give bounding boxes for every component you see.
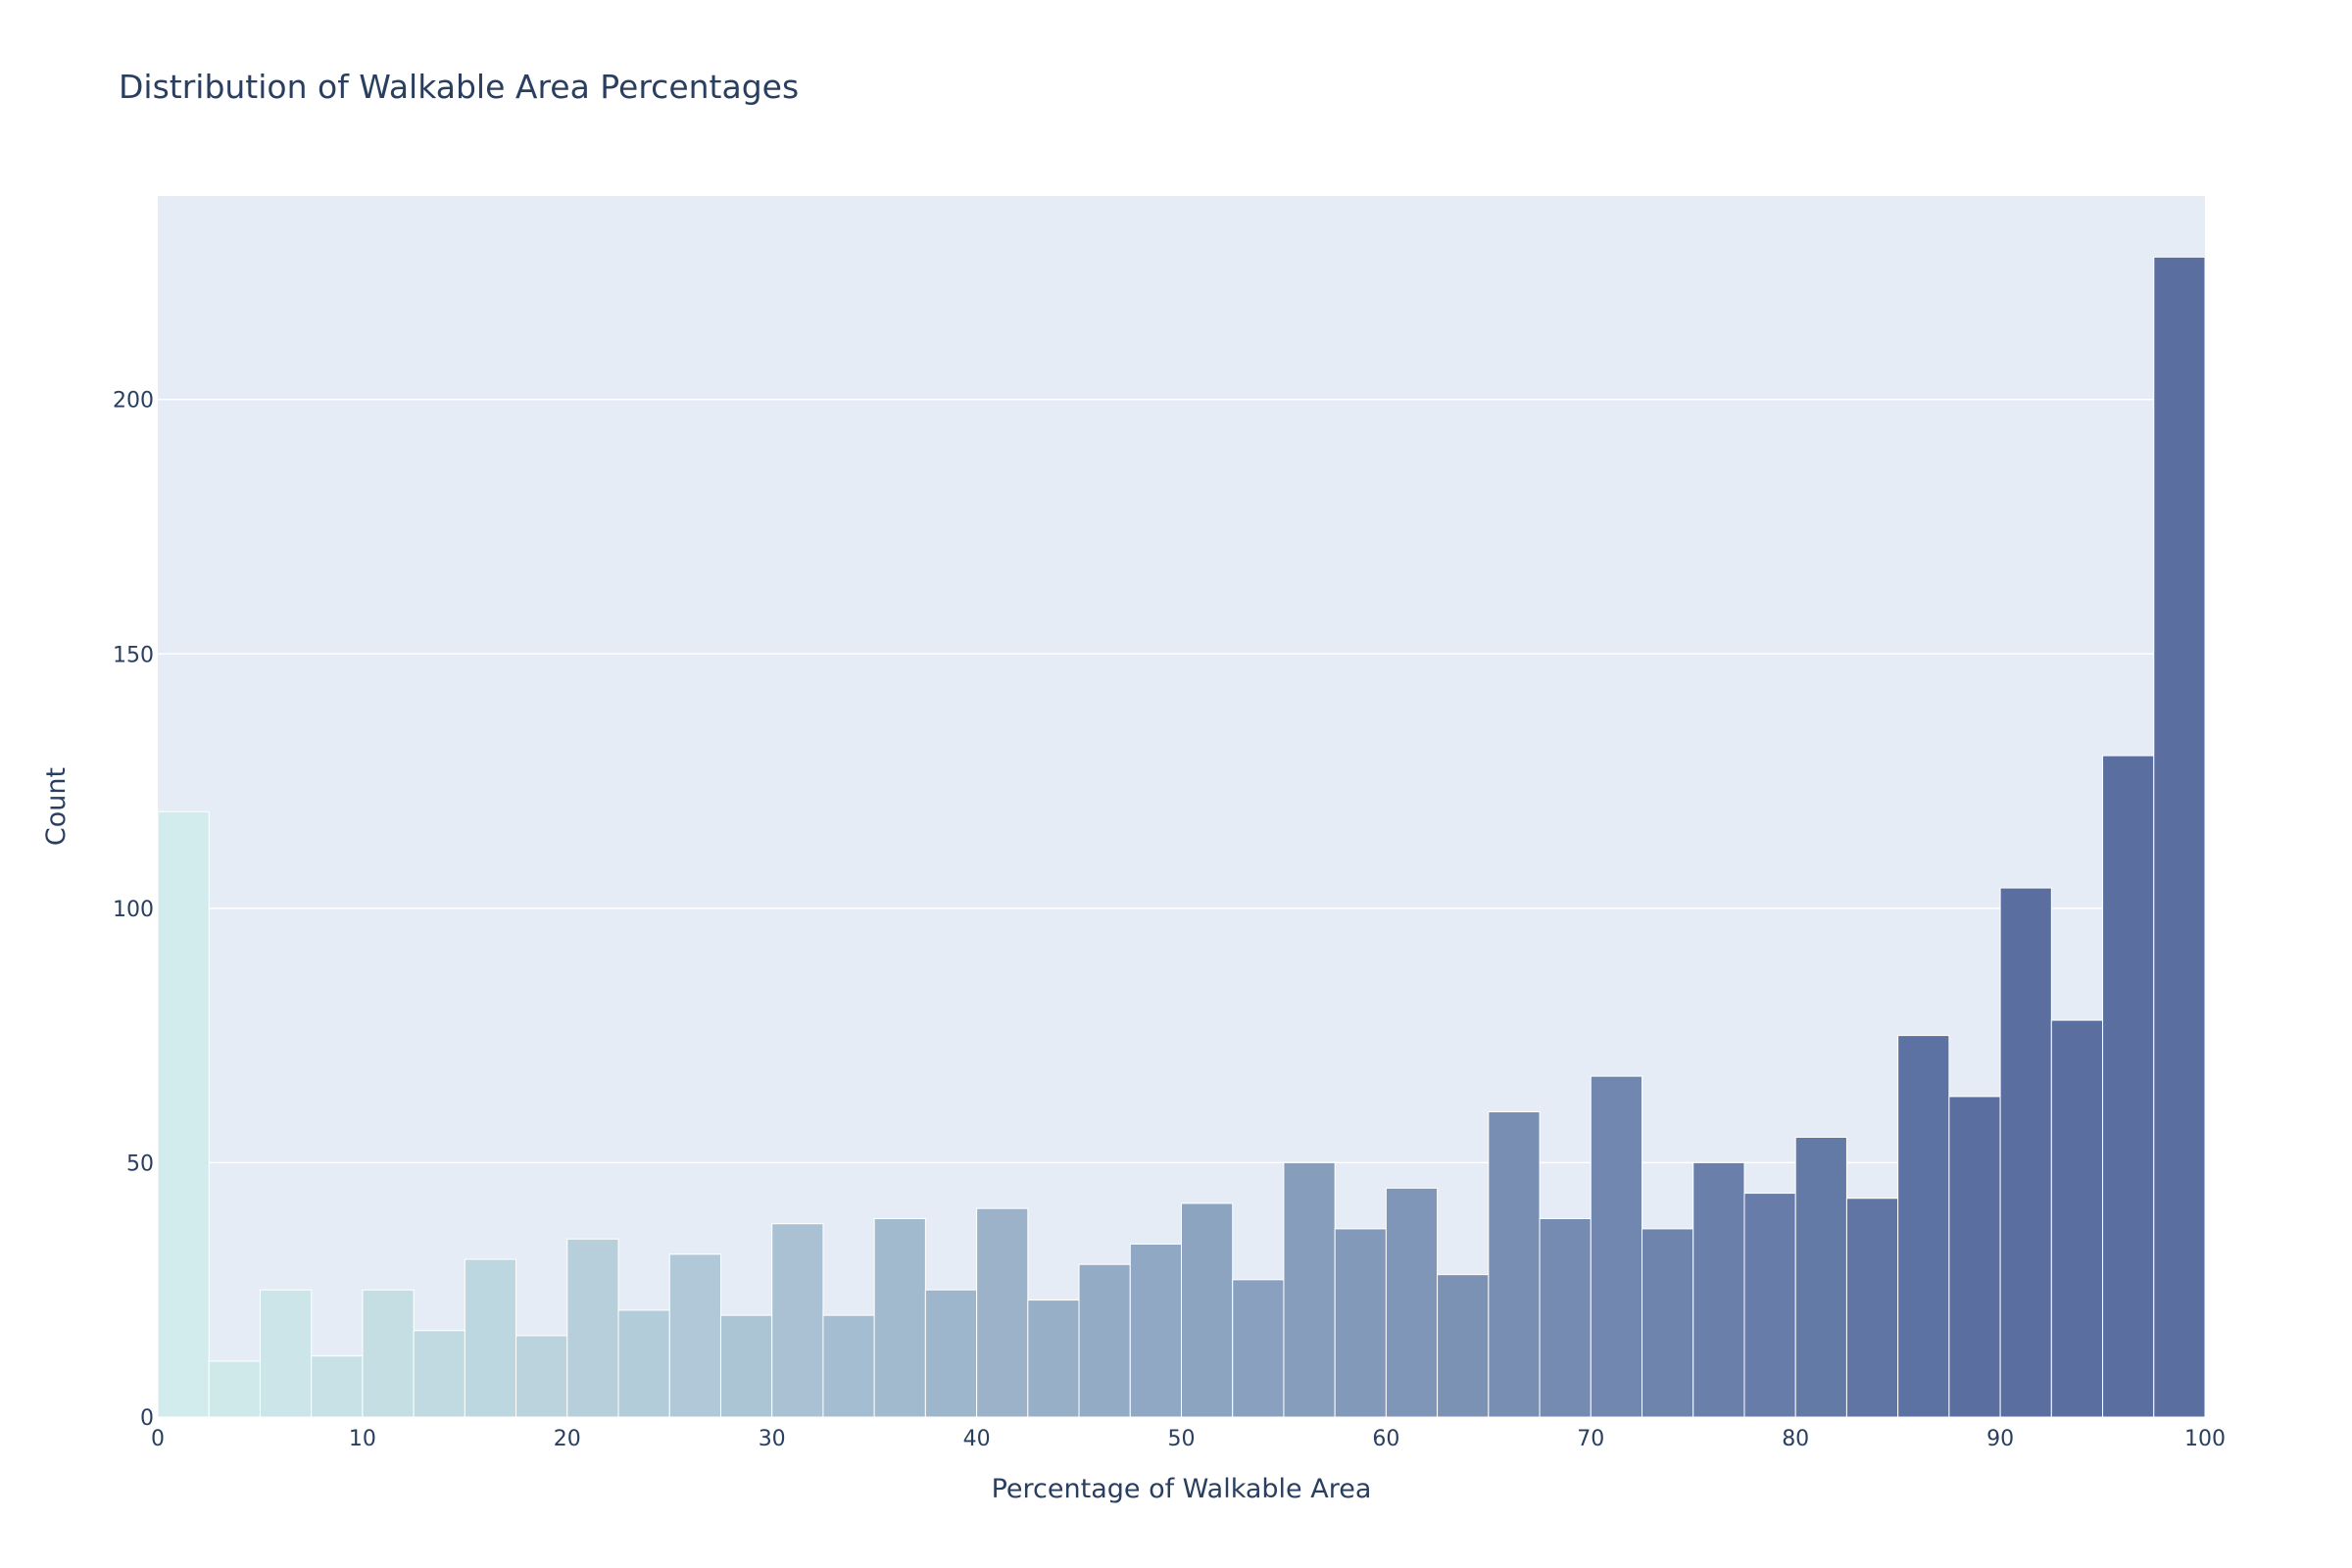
histogram-bar bbox=[1794, 1136, 1847, 1418]
bars bbox=[157, 256, 2206, 1418]
histogram-bar bbox=[1948, 1096, 2001, 1418]
histogram-bar bbox=[1437, 1274, 1490, 1418]
y-tick-label: 50 bbox=[126, 1152, 154, 1176]
histogram-bar bbox=[617, 1309, 670, 1418]
y-tick-label: 0 bbox=[140, 1406, 154, 1431]
histogram-bar bbox=[719, 1314, 773, 1418]
y-tick-label: 100 bbox=[113, 898, 154, 922]
x-tick-label: 70 bbox=[1577, 1427, 1604, 1451]
histogram-bar bbox=[873, 1218, 926, 1418]
y-axis-ticks: 0 50 100 150 200 bbox=[113, 389, 154, 1431]
x-axis-label: Percentage of Walkable Area bbox=[992, 1474, 1372, 1504]
histogram-bar bbox=[208, 1360, 261, 1418]
histogram-bar bbox=[311, 1355, 364, 1418]
histogram-bar bbox=[1590, 1075, 1643, 1418]
x-tick-label: 20 bbox=[554, 1427, 581, 1451]
histogram-bar bbox=[1334, 1228, 1387, 1418]
histogram-bar bbox=[1078, 1263, 1131, 1418]
histogram-bar bbox=[566, 1238, 619, 1418]
histogram-bar bbox=[924, 1289, 978, 1418]
histogram-bar bbox=[1897, 1035, 1950, 1418]
histogram-bar bbox=[2050, 1019, 2104, 1418]
histogram-bar bbox=[413, 1330, 466, 1418]
histogram-bar bbox=[1642, 1228, 1694, 1418]
y-tick-label: 150 bbox=[113, 643, 154, 667]
histogram-bar bbox=[2102, 755, 2155, 1418]
x-tick-label: 100 bbox=[2184, 1427, 2226, 1451]
histogram-bar bbox=[259, 1289, 313, 1418]
histogram-bar bbox=[1999, 887, 2052, 1418]
histogram-bar bbox=[1488, 1111, 1541, 1418]
histogram-bar bbox=[822, 1314, 875, 1418]
histogram-bar bbox=[1385, 1187, 1439, 1418]
histogram-bar bbox=[771, 1223, 824, 1418]
x-tick-label: 10 bbox=[349, 1427, 376, 1451]
histogram-bar bbox=[2153, 256, 2206, 1418]
histogram-bar bbox=[1181, 1202, 1234, 1418]
histogram-bar bbox=[157, 810, 210, 1418]
gridlines bbox=[158, 398, 2205, 1164]
histogram-bar bbox=[1027, 1299, 1080, 1418]
histogram-bar bbox=[362, 1289, 415, 1418]
histogram-bar bbox=[515, 1335, 568, 1418]
x-tick-label: 0 bbox=[151, 1427, 165, 1451]
x-tick-label: 50 bbox=[1168, 1427, 1196, 1451]
histogram-bar bbox=[1692, 1161, 1745, 1418]
histogram-bar bbox=[464, 1258, 517, 1418]
histogram-bar bbox=[668, 1253, 721, 1418]
histogram-bar bbox=[1845, 1198, 1899, 1418]
histogram-bar bbox=[1539, 1218, 1592, 1418]
x-tick-label: 90 bbox=[1986, 1427, 2014, 1451]
histogram-bar bbox=[1129, 1243, 1183, 1418]
x-axis-ticks: 0 10 20 30 40 50 60 70 80 90 100 bbox=[151, 1427, 2226, 1451]
histogram-bar bbox=[1283, 1161, 1336, 1418]
y-axis-label: Count bbox=[41, 767, 72, 846]
chart-title: Distribution of Walkable Area Percentage… bbox=[119, 68, 799, 106]
x-tick-label: 30 bbox=[759, 1427, 786, 1451]
y-tick-label: 200 bbox=[113, 389, 154, 414]
x-tick-label: 40 bbox=[963, 1427, 991, 1451]
histogram-bar bbox=[1232, 1279, 1285, 1418]
x-tick-label: 80 bbox=[1782, 1427, 1809, 1451]
x-tick-label: 60 bbox=[1372, 1427, 1399, 1451]
histogram-bar bbox=[1743, 1193, 1796, 1418]
histogram-bar bbox=[976, 1207, 1029, 1418]
